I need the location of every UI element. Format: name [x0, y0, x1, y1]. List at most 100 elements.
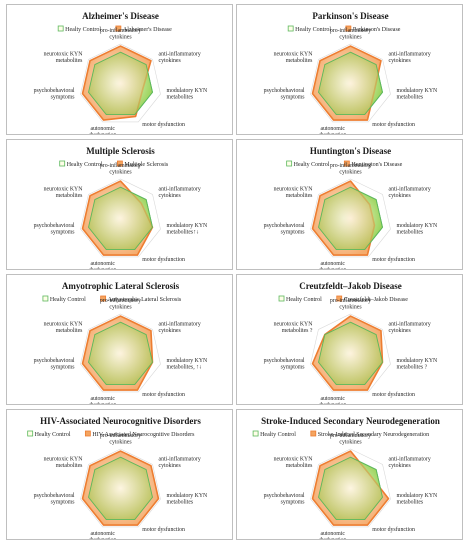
radar-chart: Creutzfeldt–Jakob Disease Healty Control C… [264, 281, 438, 405]
legend-swatch-disease [115, 25, 122, 32]
legend: Healty Control Parkinson's Disease [287, 25, 401, 33]
legend-label-disease: Creutzfeldt–Jakob Disease [344, 296, 408, 303]
axis-label: neurotoxic KYN metabolites [44, 456, 84, 469]
axis-label: neurotoxic KYN metabolites ? [274, 321, 314, 334]
legend-label-control: Healty Control [65, 27, 101, 33]
legend-swatch-disease [100, 295, 107, 302]
legend: Healty Control Stroke-Induced Secondary N… [252, 430, 429, 438]
radar-chart: Parkinson's Disease Healty Control Parkins… [264, 11, 438, 135]
radar-chart: Multiple Sclerosis Healty Control Multiple… [34, 146, 208, 270]
axis-label: autonomic dysfunction [319, 396, 346, 405]
axis-label: pro-inflammatory cytokines [330, 432, 371, 446]
legend-swatch-control [278, 295, 285, 302]
axis-label: psychobehavioral symptoms [264, 88, 306, 101]
axis-label: neurotoxic KYN metabolites [274, 51, 314, 64]
axis-label: modulatory KYN metabolites [396, 493, 438, 506]
legend: Healty Control Huntington's Disease [286, 160, 403, 168]
axis-label: neurotoxic KYN metabolites [44, 186, 84, 199]
radar-chart: Amyotrophic Lateral Sclerosis Healty Cont… [34, 281, 208, 405]
axis-label: motor dysfunction [372, 526, 415, 533]
series-healthy-control-overlay [88, 321, 153, 386]
axis-label: motor dysfunction [372, 121, 415, 128]
axis-label: motor dysfunction [372, 256, 415, 263]
series-healthy-control-overlay [318, 321, 383, 386]
chart-title: Alzheimer's Disease [82, 11, 159, 21]
axis-label: pro-inflammatory cytokines [100, 162, 141, 176]
axis-label: psychobehavioral symptoms [34, 223, 76, 236]
axis-label: autonomic dysfunction [89, 396, 116, 405]
axis-label: modulatory KYN metabolites↑↓ [166, 223, 208, 236]
axis-label: psychobehavioral symptoms [34, 493, 76, 506]
axis-label: modulatory KYN metabolites [166, 88, 208, 101]
chart-panel: Parkinson's Disease Healty Control Parkins… [236, 4, 463, 135]
legend-label-disease: Huntington's Disease [351, 162, 402, 168]
axis-label: anti-inflammatory cytokines [159, 185, 201, 199]
chart-panel: Alzheimer's Disease Healty Control Alzheim… [6, 4, 233, 135]
chart-title: Huntington's Disease [310, 146, 391, 156]
legend-swatch-control [286, 160, 293, 167]
legend-label-control: Healty Control [294, 162, 330, 168]
radar-web [310, 313, 391, 393]
axis-label: autonomic dysfunction [89, 126, 116, 135]
legend-swatch-control [42, 295, 49, 302]
chart-panel: Creutzfeldt–Jakob Disease Healty Control C… [236, 274, 463, 405]
axis-label: motor dysfunction [142, 256, 185, 263]
chart-title: Parkinson's Disease [312, 11, 388, 21]
axis-label: pro-inflammatory cytokines [100, 432, 141, 446]
radar-web [80, 313, 161, 393]
series-healthy-control-overlay [318, 186, 383, 251]
axis-label: neurotoxic KYN metabolites [44, 51, 84, 64]
radar-web [310, 448, 391, 528]
radar-chart: Stroke-Induced Secondary Neurodegenerati… [252, 416, 440, 540]
chart-panel: HIV-Associated Neurocognitive Disorders H… [6, 409, 233, 540]
axis-label: neurotoxic KYN metabolites [274, 186, 314, 199]
chart-panel: Amyotrophic Lateral Sclerosis Healty Cont… [6, 274, 233, 405]
series-healthy-control-overlay [88, 456, 153, 521]
axis-label: anti-inflammatory cytokines [389, 455, 431, 469]
legend-label-control: Healty Control [67, 162, 103, 168]
legend-label-control: Healty Control [286, 297, 322, 303]
axis-label: modulatory KYN metabolites ? [396, 358, 438, 371]
axis-label: neurotoxic KYN metabolites [274, 456, 314, 469]
axis-label: autonomic dysfunction [319, 261, 346, 270]
axis-label: modulatory KYN metabolites, ↑↓ [166, 358, 208, 371]
legend-label-disease: HIV-Associated Neurocognitive Disorders [92, 432, 195, 438]
legend-swatch-control [59, 160, 66, 167]
radar-chart: Alzheimer's Disease Healty Control Alzheim… [34, 11, 208, 135]
axis-label: pro-inflammatory cytokines [330, 162, 371, 176]
chart-panel: Stroke-Induced Secondary Neurodegenerati… [236, 409, 463, 540]
legend-label-control: Healty Control [295, 27, 331, 33]
axis-label: anti-inflammatory cytokines [389, 185, 431, 199]
legend-label-control: Healty Control [260, 432, 296, 438]
radar-web [80, 448, 161, 528]
axis-label: motor dysfunction [142, 526, 185, 533]
legend-label-control: Healty Control [50, 297, 86, 303]
series-healthy-control-overlay [318, 51, 383, 116]
axis-label: modulatory KYN metabolites [396, 223, 438, 236]
axis-label: psychobehavioral symptoms [264, 223, 306, 236]
legend-label-disease: Parkinson's Disease [353, 27, 401, 33]
radar-chart: HIV-Associated Neurocognitive DisordersH… [27, 416, 208, 540]
legend-swatch-control [27, 430, 34, 437]
axis-label: psychobehavioral symptoms [34, 358, 76, 371]
axis-label: autonomic dysfunction [89, 531, 116, 540]
chart-title: Amyotrophic Lateral Sclerosis [62, 281, 180, 291]
axis-label: autonomic dysfunction [319, 126, 346, 135]
chart-panel: Huntington's Disease Healty Control Huntin… [236, 139, 463, 270]
legend-swatch-disease [310, 430, 317, 437]
series-healthy-control-overlay [88, 186, 153, 251]
axis-label: autonomic dysfunction [319, 531, 346, 540]
axis-label: motor dysfunction [142, 391, 185, 398]
axis-label: modulatory KYN metabolites [396, 88, 438, 101]
axis-label: autonomic dysfunction [89, 261, 116, 270]
legend-swatch-control [252, 430, 259, 437]
series-healthy-control-overlay [318, 456, 383, 521]
axis-label: pro-inflammatory cytokines [330, 297, 371, 311]
legend-label-disease: Stroke-Induced Secondary Neurodegenerati… [318, 432, 429, 438]
chart-panel: Multiple Sclerosis Healty Control Multiple… [6, 139, 233, 270]
legend-swatch-disease [84, 430, 91, 437]
legend-label-disease: Amyotrophic Lateral Sclerosis [108, 297, 182, 303]
radar-web [80, 43, 161, 123]
axis-label: psychobehavioral symptoms [34, 88, 76, 101]
